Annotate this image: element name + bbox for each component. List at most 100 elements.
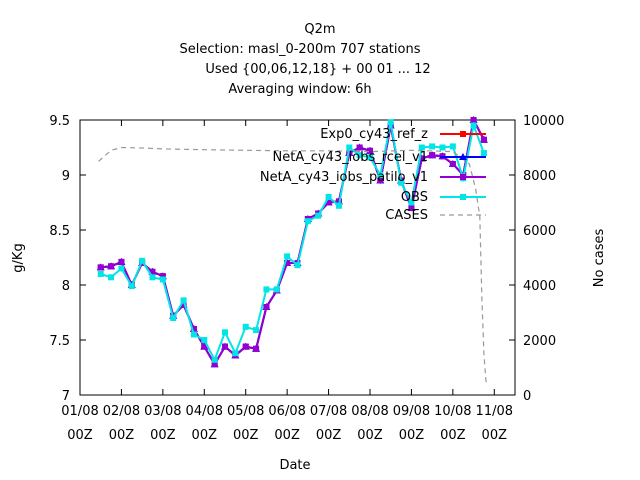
data-point <box>408 205 415 211</box>
data-point <box>170 315 177 321</box>
x-tick-label: 03/08 <box>144 404 181 419</box>
data-point <box>325 199 332 206</box>
data-point <box>242 343 249 350</box>
data-point <box>480 150 487 156</box>
data-point <box>418 155 425 162</box>
x-tick-label-time: 00Z <box>67 428 93 443</box>
x-tick-label: 09/08 <box>393 404 430 419</box>
x-tick-label-time: 00Z <box>233 428 259 443</box>
plot-area-frame <box>79 119 516 396</box>
chart-subtitle-line-1: Selection: masl_0-200m 707 stations <box>180 42 421 57</box>
x-tick-label-time: 00Z <box>440 428 466 443</box>
y2-tick-label: 8000 <box>523 169 556 184</box>
data-point <box>377 172 384 178</box>
legend-entry-label: CASES <box>385 208 428 223</box>
data-point <box>180 297 187 304</box>
data-point <box>284 253 291 260</box>
data-point <box>159 276 166 283</box>
y2-tick-label: 0 <box>523 389 531 404</box>
data-point <box>201 343 208 350</box>
data-point <box>180 301 187 308</box>
data-point <box>118 265 125 272</box>
y-tick-label: 7.5 <box>49 334 70 349</box>
data-point <box>449 161 456 167</box>
chart-subtitle-line-3: Averaging window: 6h <box>228 82 371 97</box>
legend: Exp0_cy43_ref_z NetA_cy43_iobs_rcel_v1 Net… <box>260 127 486 223</box>
x-tick-label-time: 00Z <box>274 428 300 443</box>
y2-tick-label: 4000 <box>523 279 556 294</box>
y2-tick-label: 10000 <box>523 114 564 129</box>
data-point <box>377 177 384 184</box>
legend-entry-label: Exp0_cy43_ref_z <box>320 127 428 142</box>
data-point <box>356 144 363 151</box>
x-tick-label: 08/08 <box>351 404 388 419</box>
data-point <box>118 258 125 265</box>
data-point <box>429 152 436 159</box>
series-line <box>98 146 489 385</box>
y-tick-label: 7 <box>62 389 70 404</box>
data-point <box>222 343 228 350</box>
x-tick-label: 02/08 <box>103 404 140 419</box>
data-point <box>335 202 342 209</box>
data-point <box>211 361 218 368</box>
x-tick-label: 07/08 <box>310 404 347 419</box>
y-axis-label: g/Kg <box>11 243 26 272</box>
data-point <box>429 143 436 150</box>
data-point <box>315 212 322 219</box>
chart-title-block: Q2m Selection: masl_0-200m 707 stations … <box>180 22 431 97</box>
x-tick-label-time: 00Z <box>357 428 383 443</box>
x-tick-label: 11/08 <box>476 404 513 419</box>
data-point <box>108 274 115 281</box>
chart-title: Q2m <box>304 22 335 37</box>
data-point <box>128 283 135 290</box>
data-point <box>97 264 104 271</box>
chart-subtitle-line-2: Used {00,06,12,18} + 00 01 ... 12 <box>205 62 430 77</box>
y2-axis-label: No cases <box>592 229 607 288</box>
data-point <box>232 350 239 357</box>
data-point <box>470 117 477 123</box>
y2-tick-label: 6000 <box>523 224 556 239</box>
x-tick-label: 01/08 <box>61 404 98 419</box>
data-point <box>222 329 228 336</box>
data-point <box>190 326 197 332</box>
data-point <box>449 143 456 150</box>
series-line <box>100 121 485 363</box>
x-tick-label-time: 00Z <box>192 428 218 443</box>
x-tick-label: 06/08 <box>268 404 305 419</box>
series-layer <box>96 116 489 385</box>
data-point <box>439 144 446 151</box>
x-tick-label-time: 00Z <box>150 428 176 443</box>
legend-entry-marker <box>460 174 466 180</box>
data-point <box>201 337 208 343</box>
data-point <box>97 271 104 277</box>
data-point <box>408 199 415 206</box>
legend-entry-label: OBS <box>401 190 428 205</box>
x-tick-label-time: 00Z <box>316 428 342 443</box>
data-point <box>480 136 487 143</box>
y-tick-label: 8.5 <box>49 224 70 239</box>
data-point <box>356 152 363 159</box>
y-tick-label: 8 <box>62 279 70 294</box>
legend-entry-label: NetA_cy43_iobs_patilo_v1 <box>260 170 428 185</box>
x-tick-label-time: 00Z <box>482 428 508 443</box>
data-point <box>294 262 301 269</box>
y-tick-label: 9.5 <box>49 114 70 129</box>
data-point <box>367 147 373 154</box>
data-point <box>149 274 156 281</box>
data-point <box>190 331 197 338</box>
data-point <box>387 119 394 126</box>
data-point <box>253 327 260 334</box>
data-point <box>139 257 146 264</box>
data-point <box>418 144 425 151</box>
data-point <box>263 304 270 310</box>
data-point <box>470 122 477 129</box>
tick-layer: 01/08 00Z 02/08 00Z 03/08 00Z 04/08 00Z 05/08 00Z… <box>49 114 564 443</box>
x-tick-label: 05/08 <box>227 404 264 419</box>
x-tick-label: 10/08 <box>434 404 471 419</box>
data-point <box>159 273 166 280</box>
data-point <box>108 263 115 270</box>
legend-entry-marker <box>460 194 466 200</box>
data-point <box>398 179 405 186</box>
legend-entry-marker <box>459 153 467 160</box>
